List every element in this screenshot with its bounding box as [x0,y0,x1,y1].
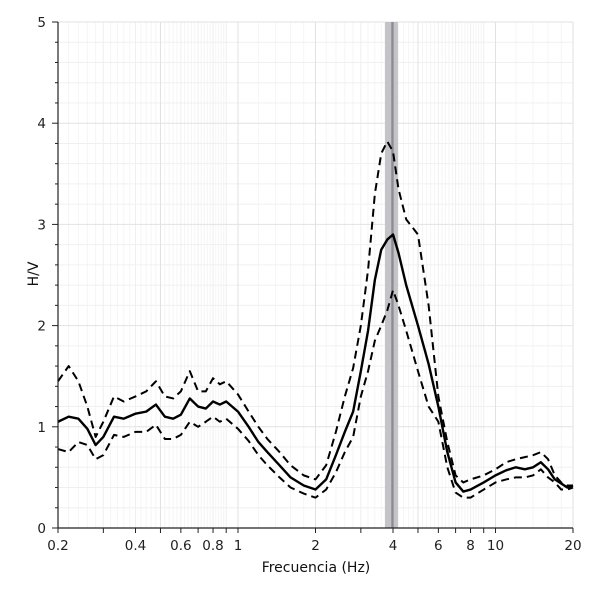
peak-center-line [391,22,394,528]
x-tick-label: 0.4 [125,538,146,554]
y-axis-label: H/V [26,261,42,286]
y-tick-label: 0 [37,521,46,537]
x-tick-label: 20 [564,538,581,554]
y-tick-labels: 0 1 2 3 4 5 [37,15,46,537]
x-tick-label: 0.6 [170,538,191,554]
y-tick-label: 1 [37,420,46,436]
x-tick-label: 1 [234,538,243,554]
x-tick-label: 10 [487,538,504,554]
y-tick-label: 3 [37,217,46,233]
x-tick-label: 2 [311,538,320,554]
y-tick-label: 4 [37,116,46,132]
x-tick-labels: 0.2 0.4 0.6 0.8 1 2 4 6 8 10 20 [47,538,581,554]
lower-std-curve [57,289,574,499]
x-tick-label: 4 [389,538,398,554]
x-tick-label: 0.8 [202,538,223,554]
x-tick-label: 6 [434,538,443,554]
peak-frequency-band [384,22,398,528]
mean-hv-curve [57,233,574,493]
series-layer [57,140,574,499]
axes [52,21,574,533]
x-tick-label: 8 [466,538,475,554]
x-axis-label: Frecuencia (Hz) [262,560,371,576]
y-tick-label: 5 [37,15,46,31]
upper-std-curve [57,140,573,487]
x-tick-label: 0.2 [47,538,68,554]
y-tick-label: 2 [37,319,46,335]
